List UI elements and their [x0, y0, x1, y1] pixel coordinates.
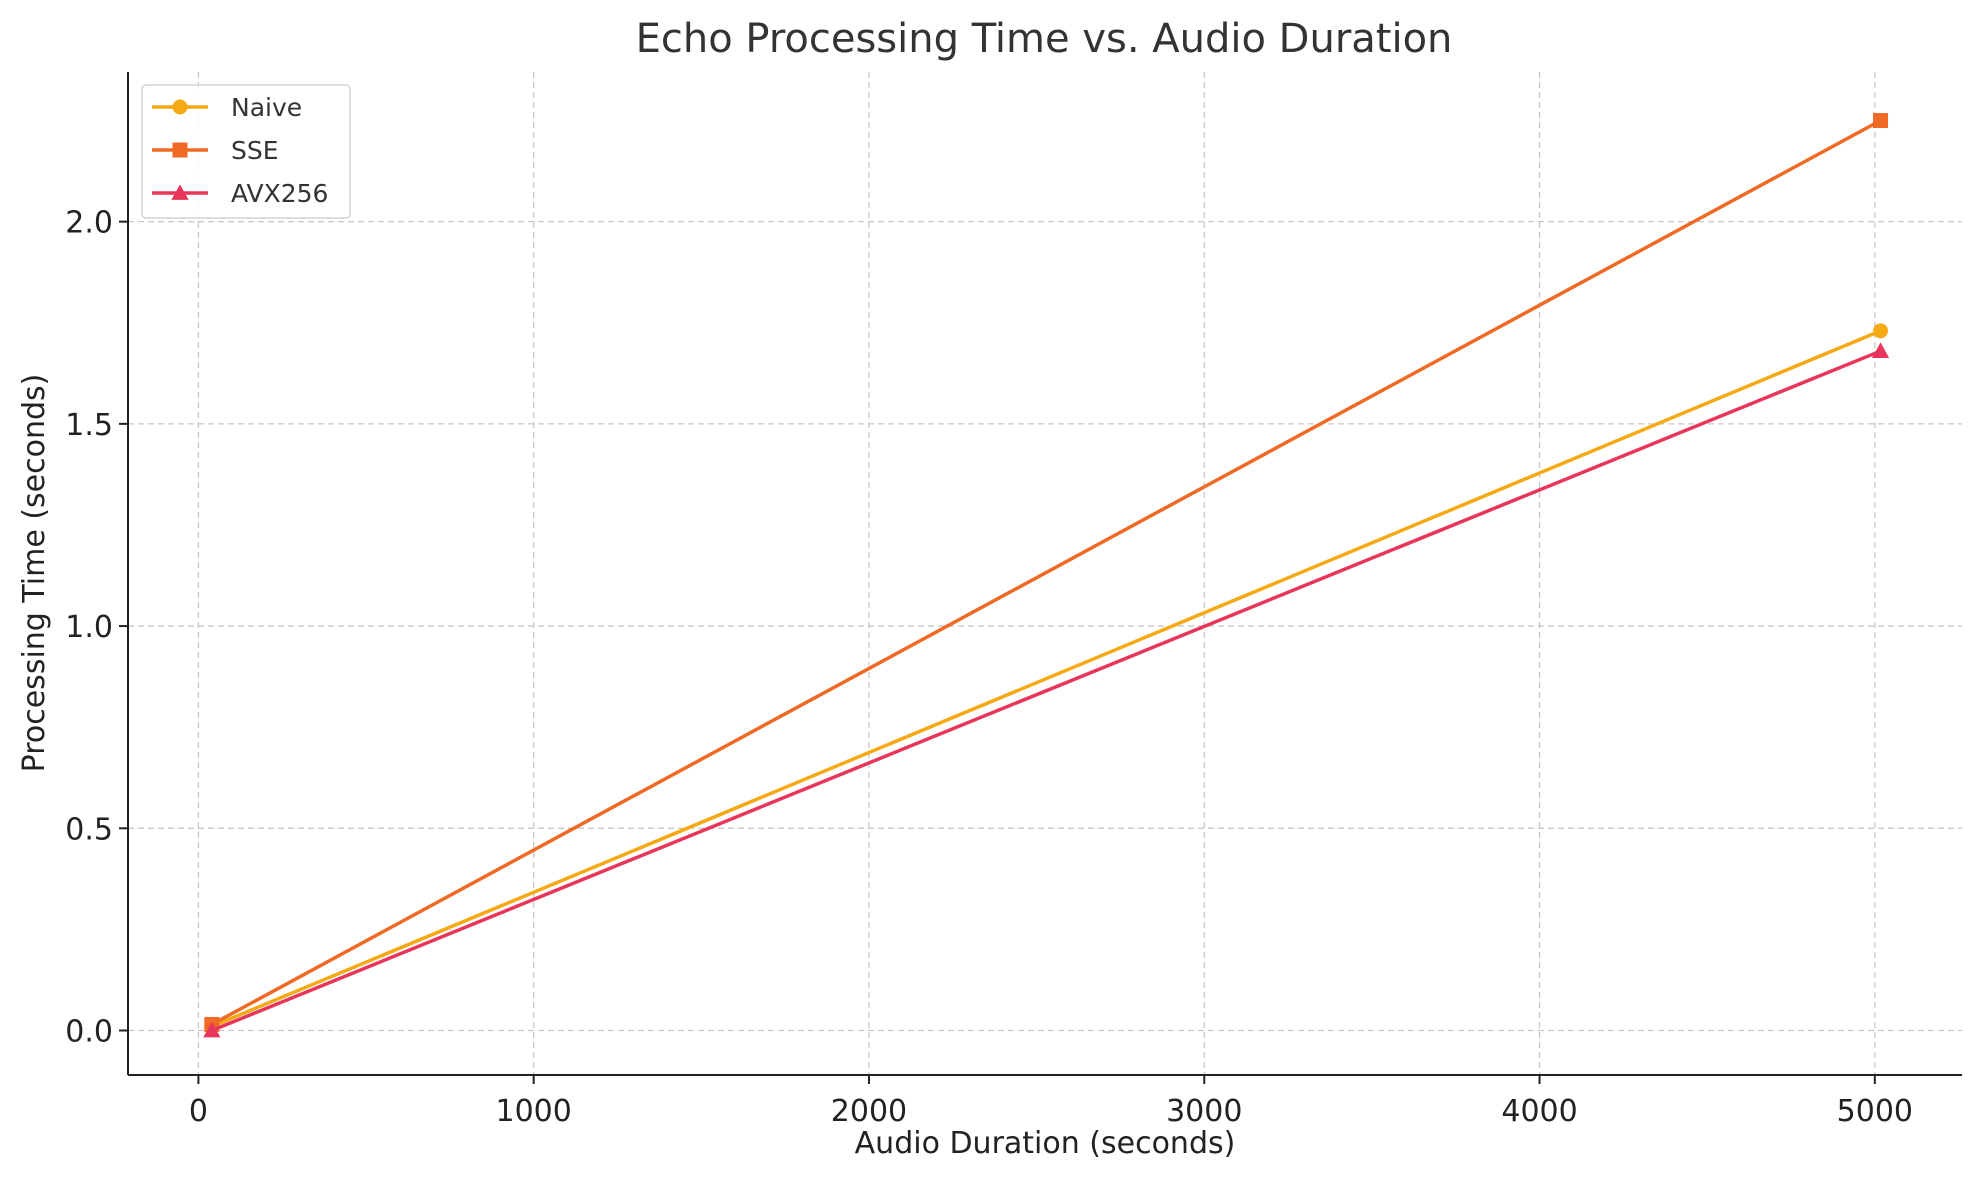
- chart-title: Echo Processing Time vs. Audio Duration: [636, 16, 1453, 62]
- legend-marker-avx256: [171, 184, 189, 200]
- x-ticks: 0 1000 2000 3000 4000 5000: [189, 1075, 1913, 1129]
- x-tick-label: 5000: [1837, 1094, 1913, 1129]
- legend: Naive SSE AVX256: [141, 84, 351, 219]
- series-line-sse: [210, 118, 1882, 1026]
- legend-label-naive: Naive: [231, 93, 302, 122]
- legend-item-naive: Naive: [152, 93, 302, 122]
- x-tick-label: 2000: [831, 1094, 907, 1129]
- grid-lines: [128, 72, 1962, 1075]
- legend-label-sse: SSE: [231, 136, 279, 165]
- y-ticks: 0.0 0.5 1.0 1.5 2.0: [65, 206, 128, 1050]
- legend-item-avx256: AVX256: [152, 179, 328, 208]
- x-tick-label: 4000: [1501, 1094, 1577, 1129]
- series-naive: [204, 323, 1889, 1034]
- y-tick-label: 1.5: [65, 408, 113, 443]
- axes: [127, 72, 1962, 1076]
- series-line-naive: [211, 329, 1882, 1029]
- legend-marker-naive: [172, 99, 188, 115]
- y-tick-label: 0.5: [65, 812, 113, 847]
- series-line-avx256: [211, 349, 1882, 1033]
- data-point-naive: [1873, 323, 1889, 339]
- legend-label-avx256: AVX256: [231, 179, 328, 208]
- legend-box: [141, 84, 351, 219]
- series-sse: [204, 113, 1889, 1032]
- data-point-sse: [1873, 113, 1889, 129]
- data-point-avx256: [1871, 342, 1890, 358]
- series-layer: [203, 113, 1890, 1038]
- y-tick-label: 0.0: [65, 1015, 113, 1050]
- legend-item-sse: SSE: [152, 136, 279, 165]
- x-tick-label: 3000: [1166, 1094, 1242, 1129]
- y-tick-label: 1.0: [65, 610, 113, 645]
- data-point-avx256: [203, 1021, 221, 1038]
- x-axis-label: Audio Duration (seconds): [855, 1126, 1236, 1161]
- y-axis-label: Processing Time (seconds): [17, 374, 52, 773]
- x-tick-label: 1000: [496, 1094, 572, 1129]
- legend-marker-sse: [172, 142, 188, 158]
- series-avx256: [203, 342, 1890, 1038]
- y-tick-label: 2.0: [65, 206, 113, 241]
- x-tick-label: 0: [189, 1094, 208, 1129]
